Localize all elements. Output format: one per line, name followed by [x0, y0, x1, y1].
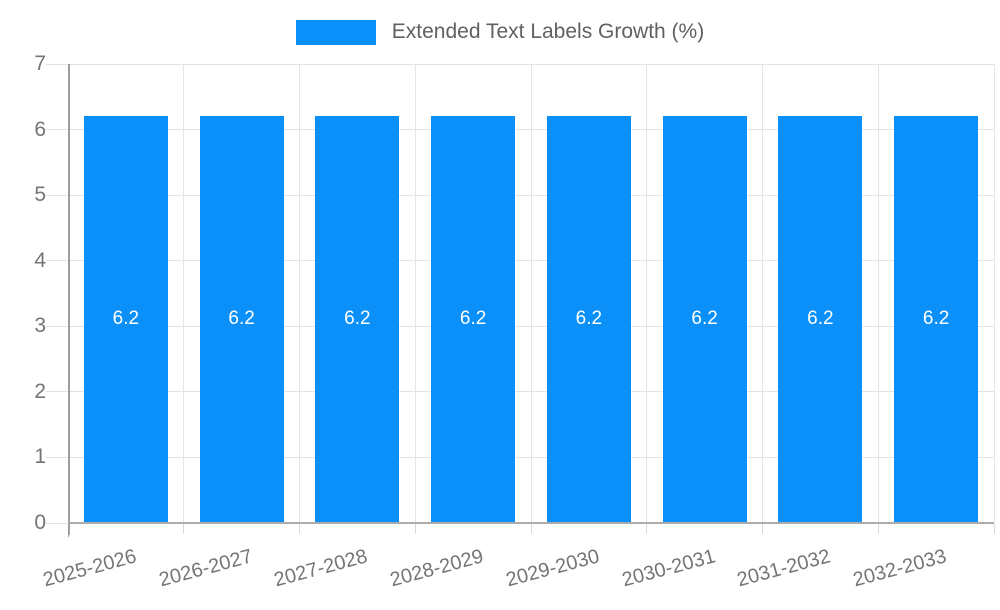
bar: 6.2 — [778, 116, 863, 522]
x-gridline — [877, 64, 879, 523]
x-tick — [762, 524, 763, 534]
bar: 6.2 — [315, 116, 400, 522]
x-axis-line — [68, 522, 994, 524]
y-gridline — [46, 456, 994, 458]
y-axis-line — [68, 64, 70, 535]
chart-legend: Extended Text Labels Growth (%) — [0, 16, 1000, 48]
y-tick-label: 4 — [34, 248, 46, 272]
y-tick-label: 0 — [34, 511, 46, 534]
bar-value-label: 6.2 — [228, 308, 255, 330]
x-gridline — [414, 64, 416, 523]
x-gridline — [646, 64, 648, 523]
y-gridline — [46, 325, 994, 327]
bar: 6.2 — [431, 116, 516, 522]
y-tick-label: 5 — [34, 183, 46, 207]
bar-value-label: 6.2 — [575, 308, 603, 330]
y-gridline — [46, 391, 994, 393]
x-gridline — [993, 64, 995, 523]
bar-value-label: 6.2 — [344, 308, 371, 330]
y-gridline — [46, 129, 994, 131]
bar: 6.2 — [662, 116, 747, 522]
bar: 6.2 — [199, 116, 284, 522]
bar-value-label: 6.2 — [922, 308, 950, 330]
legend-swatch — [295, 19, 376, 45]
x-tick — [646, 524, 648, 534]
legend-item[interactable]: Extended Text Labels Growth (%) — [295, 19, 705, 45]
bar-value-label: 6.2 — [691, 308, 718, 330]
y-gridline — [46, 194, 994, 196]
x-tick — [414, 524, 416, 534]
bar: 6.2 — [546, 116, 631, 522]
bar-value-label: 6.2 — [112, 308, 140, 330]
y-tick-label: 2 — [34, 379, 46, 403]
x-tick — [993, 524, 995, 534]
x-tick — [530, 524, 532, 534]
y-tick-label: 3 — [34, 314, 46, 338]
bar-value-label: 6.2 — [807, 308, 834, 330]
bar: 6.2 — [83, 116, 168, 522]
legend-label: Extended Text Labels Growth (%) — [391, 20, 705, 43]
x-gridline — [530, 64, 532, 523]
x-gridline — [299, 64, 300, 523]
y-gridline — [46, 260, 994, 262]
y-gridline — [46, 63, 994, 65]
y-tick-label: 1 — [34, 445, 46, 469]
x-gridline — [183, 64, 185, 523]
bar: 6.2 — [894, 116, 979, 522]
x-tick — [299, 524, 300, 534]
plot-area: 0 1 2 3 4 5 6 7 6.2 6.2 6.2 6.2 6.2 6.2 6.2 6.2 2025-202… — [34, 52, 995, 591]
y-tick-label: 7 — [34, 52, 46, 75]
x-gridline — [762, 64, 763, 523]
x-tick — [877, 524, 879, 534]
y-tick-label: 6 — [34, 117, 46, 141]
x-tick — [183, 524, 185, 534]
bar-value-label: 6.2 — [459, 308, 487, 330]
y-gridline — [46, 522, 68, 524]
